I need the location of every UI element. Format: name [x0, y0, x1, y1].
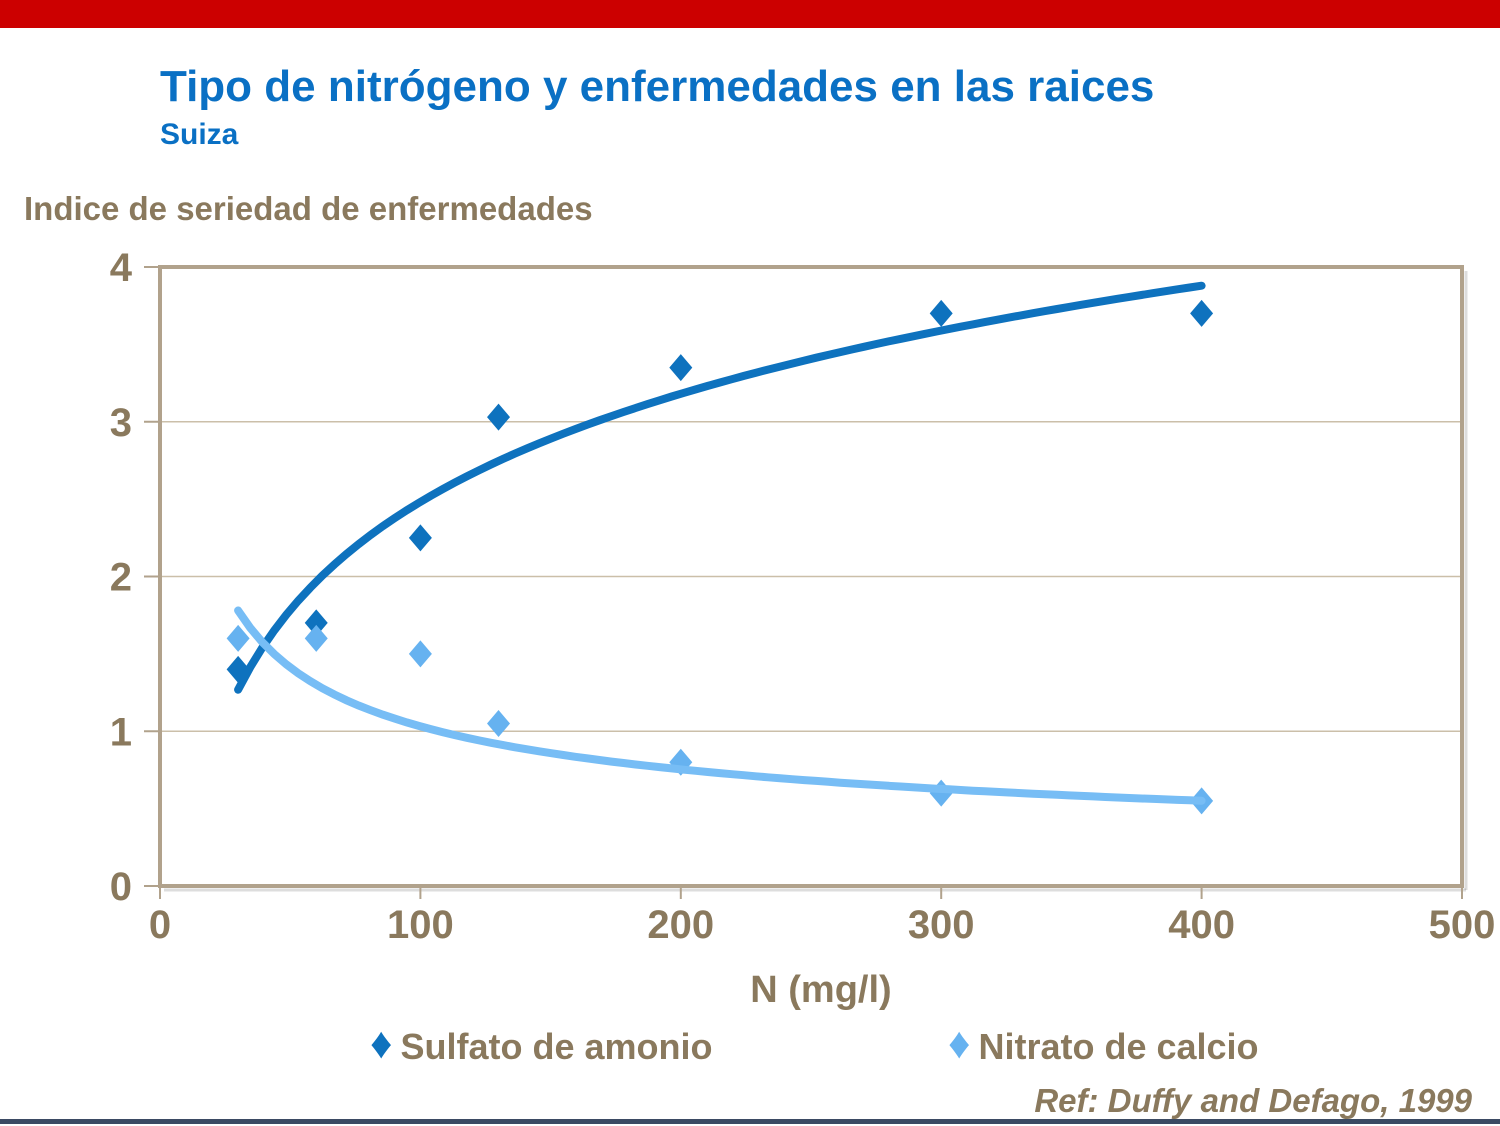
legend-item-nitrato: ♦ Nitrato de calcio	[948, 1022, 1259, 1072]
reference-note: Ref: Duffy and Defago, 1999	[1034, 1082, 1472, 1119]
y-tick-label: 1	[110, 710, 132, 754]
data-point-sulfato	[408, 524, 432, 552]
data-point-sulfato	[487, 403, 511, 431]
trendline-sulfato	[234, 281, 1206, 694]
legend-label-sulfato: Sulfato de amonio	[400, 1026, 713, 1067]
x-tick-label: 300	[908, 903, 975, 947]
slide-title: Tipo de nitrógeno y enfermedades en las …	[160, 62, 1155, 111]
plot-frame	[158, 265, 1464, 888]
diamond-icon: ♦	[948, 1019, 971, 1068]
legend-item-sulfato: ♦ Sulfato de amonio	[370, 1022, 712, 1072]
top-accent-bar	[0, 0, 1500, 28]
legend: ♦ Sulfato de amonio ♦ Nitrato de calcio	[0, 1022, 1500, 1072]
x-tick-label: 100	[387, 903, 454, 947]
x-axis-title: N (mg/l)	[750, 969, 891, 1011]
y-tick-label: 4	[110, 246, 133, 290]
data-point-nitrato	[1190, 787, 1214, 815]
data-point-sulfato	[929, 299, 953, 327]
x-tick-label: 500	[1429, 903, 1496, 947]
y-tick-label: 0	[110, 865, 132, 909]
y-axis-title: Indice de seriedad de enfermedades	[24, 190, 593, 227]
diamond-icon: ♦	[370, 1019, 393, 1068]
trendline-nitrato	[234, 606, 1206, 805]
data-point-nitrato	[304, 624, 328, 652]
y-tick-label: 3	[110, 401, 132, 445]
bottom-border-line	[0, 1119, 1500, 1124]
data-point-nitrato	[408, 640, 432, 668]
data-point-nitrato	[669, 748, 693, 776]
data-point-sulfato	[669, 354, 693, 382]
data-point-sulfato	[1190, 299, 1214, 327]
data-point-nitrato	[226, 624, 250, 652]
data-point-sulfato	[304, 609, 328, 637]
data-point-nitrato	[929, 779, 953, 807]
x-tick-label: 0	[149, 903, 171, 947]
data-point-nitrato	[487, 710, 511, 738]
x-tick-label: 200	[647, 903, 714, 947]
slide-subtitle: Suiza	[160, 118, 239, 151]
legend-label-nitrato: Nitrato de calcio	[978, 1026, 1259, 1067]
data-point-sulfato	[226, 655, 250, 683]
y-tick-label: 2	[110, 556, 132, 600]
x-tick-label: 400	[1168, 903, 1235, 947]
